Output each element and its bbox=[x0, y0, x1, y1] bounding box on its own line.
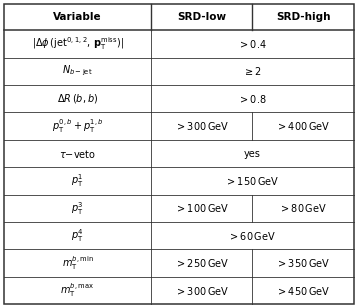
Text: $\geq 2$: $\geq 2$ bbox=[243, 65, 262, 77]
Text: $\tau\mathrm{-veto}$: $\tau\mathrm{-veto}$ bbox=[59, 148, 96, 160]
Text: $> 0.8$: $> 0.8$ bbox=[238, 93, 267, 105]
Text: $> 60\,\mathrm{GeV}$: $> 60\,\mathrm{GeV}$ bbox=[228, 230, 276, 242]
Text: Variable: Variable bbox=[53, 12, 102, 22]
Text: $> 400\,\mathrm{GeV}$: $> 400\,\mathrm{GeV}$ bbox=[276, 120, 330, 132]
Text: SRD-high: SRD-high bbox=[276, 12, 330, 22]
Text: $m_{\mathrm{T}}^{b,\mathrm{max}}$: $m_{\mathrm{T}}^{b,\mathrm{max}}$ bbox=[61, 282, 95, 299]
Text: $\Delta R\,(b,b)$: $\Delta R\,(b,b)$ bbox=[57, 92, 98, 105]
Text: $p_{\mathrm{T}}^{4}$: $p_{\mathrm{T}}^{4}$ bbox=[71, 227, 84, 244]
Text: $> 300\,\mathrm{GeV}$: $> 300\,\mathrm{GeV}$ bbox=[175, 120, 229, 132]
Text: $> 0.4$: $> 0.4$ bbox=[238, 38, 267, 50]
Text: $N_{b-\mathrm{jet}}$: $N_{b-\mathrm{jet}}$ bbox=[62, 64, 93, 79]
Text: $m_{\mathrm{T}}^{b,\mathrm{min}}$: $m_{\mathrm{T}}^{b,\mathrm{min}}$ bbox=[62, 255, 94, 272]
Text: $p_{\mathrm{T}}^{3}$: $p_{\mathrm{T}}^{3}$ bbox=[72, 200, 84, 217]
Text: $|\Delta\phi\,(\mathrm{jet}^{0,1,2},\,\mathbf{p}_{\mathrm{T}}^{\mathrm{miss}})|$: $|\Delta\phi\,(\mathrm{jet}^{0,1,2},\,\m… bbox=[32, 35, 124, 52]
Text: $> 150\,\mathrm{GeV}$: $> 150\,\mathrm{GeV}$ bbox=[225, 175, 280, 187]
Text: $> 80\,\mathrm{GeV}$: $> 80\,\mathrm{GeV}$ bbox=[279, 202, 327, 214]
Text: $> 300\,\mathrm{GeV}$: $> 300\,\mathrm{GeV}$ bbox=[175, 285, 229, 297]
Text: $p_{\mathrm{T}}^{1}$: $p_{\mathrm{T}}^{1}$ bbox=[72, 172, 84, 189]
Text: $> 100\,\mathrm{GeV}$: $> 100\,\mathrm{GeV}$ bbox=[175, 202, 229, 214]
Text: $> 350\,\mathrm{GeV}$: $> 350\,\mathrm{GeV}$ bbox=[276, 257, 330, 269]
Text: SRD-low: SRD-low bbox=[177, 12, 226, 22]
Text: yes: yes bbox=[244, 148, 261, 159]
Text: $> 450\,\mathrm{GeV}$: $> 450\,\mathrm{GeV}$ bbox=[276, 285, 330, 297]
Text: $> 250\,\mathrm{GeV}$: $> 250\,\mathrm{GeV}$ bbox=[175, 257, 229, 269]
Text: $p_{\mathrm{T}}^{0,b}+p_{\mathrm{T}}^{1,b}$: $p_{\mathrm{T}}^{0,b}+p_{\mathrm{T}}^{1,… bbox=[52, 118, 103, 135]
